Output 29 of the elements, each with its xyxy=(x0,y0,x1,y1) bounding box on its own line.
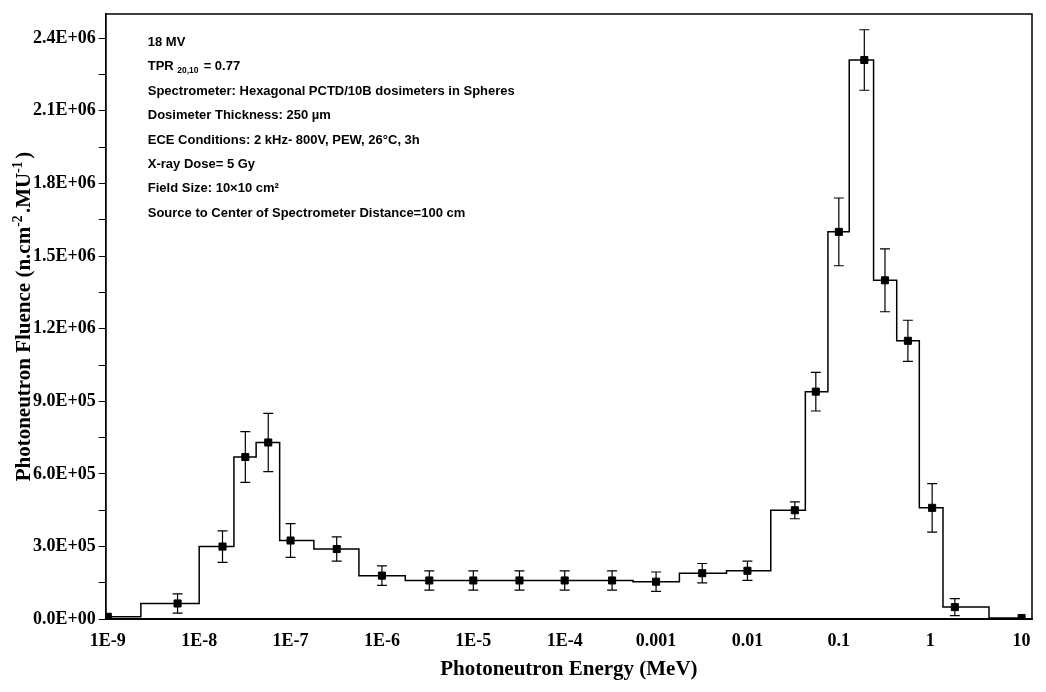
y-tick-label: 1.5E+06 xyxy=(33,244,96,265)
x-tick-label: 1E-5 xyxy=(455,629,492,650)
annotation: Source to Center of Spectrometer Distance=100 cm xyxy=(147,204,466,220)
x-tick-label: 1E-8 xyxy=(181,629,218,650)
x-tick-label: 0.001 xyxy=(635,629,677,650)
x-tick-label: 1E-4 xyxy=(546,629,583,650)
x-tick-label: 10 xyxy=(1012,629,1031,650)
x-tick-label: 1E-9 xyxy=(89,629,126,650)
y-tick-label: 1.2E+06 xyxy=(33,317,96,338)
annotation: ECE Conditions: 2 kHz- 800V, PEW, 26°C, 3h xyxy=(147,131,420,147)
annotation: Field Size: 10×10 cm² xyxy=(147,180,280,196)
x-tick-label: 1 xyxy=(925,629,935,650)
annotation: 18 MV xyxy=(147,34,186,49)
annotation: X-ray Dose= 5 Gy xyxy=(147,156,256,171)
y-tick-label: 3.0E+05 xyxy=(33,535,96,556)
x-axis-title: Photoneutron Energy (MeV) xyxy=(440,655,698,680)
x-tick-label: 0.01 xyxy=(731,629,764,650)
y-tick-label: 2.1E+06 xyxy=(33,99,96,120)
y-tick-label: 1.8E+06 xyxy=(33,172,96,193)
x-tick-label: 1E-6 xyxy=(363,629,400,650)
y-tick-label: 0.0E+00 xyxy=(33,607,96,628)
x-tick-label: 1E-7 xyxy=(272,629,309,650)
annotation: TPR 20,10 = 0.77 xyxy=(147,58,241,75)
x-tick-label: 0.1 xyxy=(827,629,851,650)
y-tick-label: 6.0E+05 xyxy=(33,462,96,483)
y-tick-label: 2.4E+06 xyxy=(33,26,96,47)
annotation: Spectrometer: Hexagonal PCTD/10B dosimeters in Spheres xyxy=(147,82,515,98)
y-tick-label: 9.0E+05 xyxy=(33,389,96,410)
annotation: Dosimeter Thickness: 250 µm xyxy=(147,107,331,123)
